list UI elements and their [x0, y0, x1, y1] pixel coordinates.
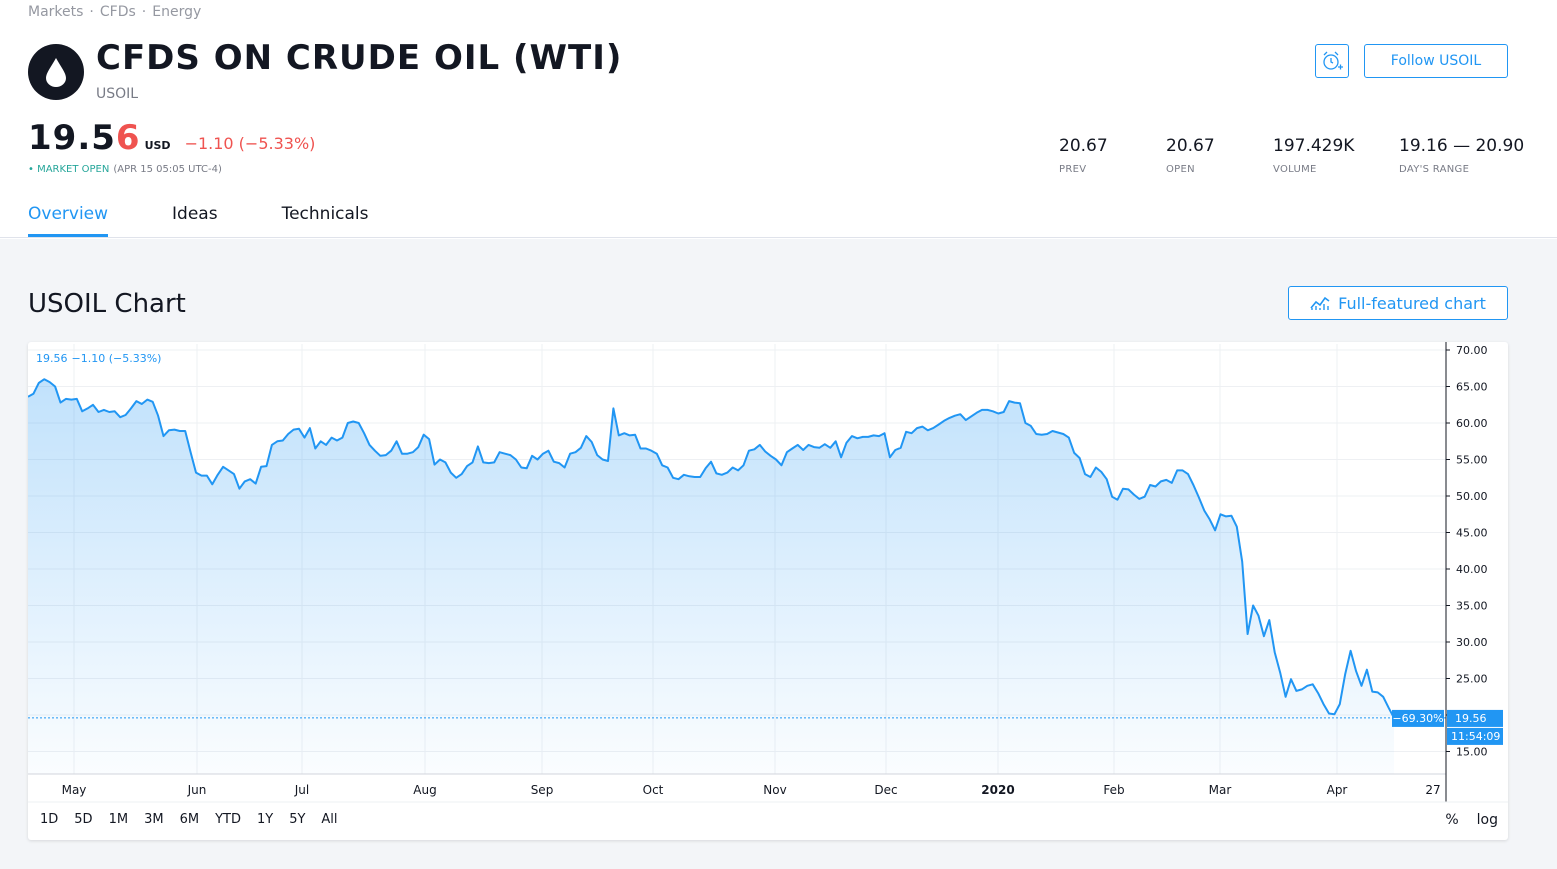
log-scale-button[interactable]: log: [1476, 812, 1498, 828]
range-5d-button[interactable]: 5D: [74, 812, 93, 827]
y-tick-label: 65.00: [1456, 381, 1488, 394]
tab-bar: Overview Ideas Technicals: [28, 204, 433, 237]
time-badge-label: 11:54:09: [1451, 730, 1500, 743]
breadcrumb-markets[interactable]: Markets: [28, 4, 84, 20]
stat-volume: 197.429K VOLUME: [1273, 136, 1354, 175]
full-featured-chart-label: Full-featured chart: [1338, 293, 1486, 313]
percent-badge-label: −69.30%: [1392, 712, 1443, 725]
y-tick-label: 30.00: [1456, 636, 1488, 649]
breadcrumb-cfds[interactable]: CFDs: [99, 4, 136, 20]
breadcrumb-separator: ·: [89, 4, 94, 20]
x-tick-label: Jul: [294, 783, 309, 797]
y-tick-label: 25.00: [1456, 673, 1488, 686]
y-tick-label: 50.00: [1456, 490, 1488, 503]
range-selector: 1D 5D 1M 3M 6M YTD 1Y 5Y All: [38, 812, 340, 827]
series-line: [28, 378, 1395, 719]
market-open-label: • MARKET OPEN: [28, 164, 110, 175]
price-last-digit: 6: [115, 118, 141, 158]
y-tick-label: 70.00: [1456, 344, 1488, 357]
x-tick-label: 27: [1425, 783, 1440, 797]
range-all-button[interactable]: All: [321, 812, 338, 827]
range-6m-button[interactable]: 6M: [179, 812, 200, 827]
follow-button[interactable]: Follow USOIL: [1364, 44, 1508, 78]
stat-days-range: 19.16 — 20.90 DAY'S RANGE: [1399, 136, 1524, 175]
scale-options: % log: [1445, 812, 1498, 828]
x-tick-label: May: [62, 783, 87, 797]
section-title: USOIL Chart: [28, 289, 186, 319]
x-tick-label: Aug: [413, 783, 436, 797]
tab-technicals[interactable]: Technicals: [281, 204, 369, 224]
stat-label: PREV: [1059, 164, 1087, 175]
last-value-badge: [1447, 709, 1503, 727]
x-tick-label: Jun: [187, 783, 207, 797]
range-ytd-button[interactable]: YTD: [215, 812, 241, 827]
legend-price: 19.56: [36, 352, 68, 365]
breadcrumb-energy[interactable]: Energy: [152, 4, 202, 20]
stat-value: 19.16 — 20.90: [1399, 136, 1525, 156]
page-title: CFDS ON CRUDE OIL (WTI): [96, 38, 623, 78]
full-featured-chart-button[interactable]: Full-featured chart: [1288, 286, 1508, 320]
legend-change: −1.10 (−5.33%): [71, 352, 162, 365]
last-value-label: 19.56: [1455, 712, 1487, 725]
stat-open: 20.67 OPEN: [1166, 136, 1215, 175]
stat-label: VOLUME: [1273, 164, 1317, 175]
y-tick-label: 60.00: [1456, 417, 1488, 430]
y-tick-label: 15.00: [1456, 746, 1488, 759]
x-tick-label: Dec: [874, 783, 897, 797]
percent-scale-button[interactable]: %: [1445, 812, 1459, 828]
x-tick-label: Apr: [1327, 783, 1348, 797]
market-time: (APR 15 05:05 UTC-4): [113, 164, 222, 175]
range-3m-button[interactable]: 3M: [144, 812, 164, 827]
x-tick-label: Mar: [1209, 783, 1232, 797]
stat-value: 20.67: [1166, 136, 1215, 156]
tab-ideas[interactable]: Ideas: [172, 204, 218, 224]
chart-canvas[interactable]: 70.00 65.00 60.00 55.00 50.00 45.00 40.00 35.00…: [28, 342, 1508, 840]
symbol-label: USOIL: [96, 86, 139, 102]
range-1d-button[interactable]: 1D: [40, 812, 59, 827]
x-tick-label: Feb: [1103, 783, 1124, 797]
quote-header: Markets · CFDs · Energy CFDS ON CRUDE OI…: [0, 0, 1557, 238]
add-alert-button[interactable]: [1315, 44, 1349, 78]
stat-prev: 20.67 PREV: [1059, 136, 1108, 175]
y-tick-label: 40.00: [1456, 563, 1488, 576]
stat-label: OPEN: [1166, 164, 1195, 175]
y-tick-label: 45.00: [1456, 527, 1488, 540]
series-area: [28, 379, 1394, 774]
range-5y-button[interactable]: 5Y: [289, 812, 306, 827]
tab-overview[interactable]: Overview: [28, 204, 109, 237]
x-tick-label: 2020: [981, 783, 1014, 797]
price-change: −1.10 (−5.33%): [184, 134, 316, 153]
percent-badge: [1392, 709, 1444, 727]
range-1y-button[interactable]: 1Y: [256, 812, 274, 827]
stat-value: 20.67: [1059, 136, 1108, 156]
alarm-clock-plus-icon: [1323, 51, 1343, 70]
stat-value: 197.429K: [1273, 136, 1355, 156]
breadcrumb: Markets · CFDs · Energy: [28, 4, 201, 20]
stat-label: DAY'S RANGE: [1399, 164, 1470, 175]
market-status: • MARKET OPEN (APR 15 05:05 UTC-4): [28, 164, 222, 175]
price-chart[interactable]: 70.00 65.00 60.00 55.00 50.00 45.00 40.00 35.00…: [28, 342, 1508, 840]
price-display: 19.5 6 USD −1.10 (−5.33%): [28, 118, 315, 158]
price-value: 19.5: [28, 118, 116, 158]
x-tick-label: Oct: [643, 783, 664, 797]
chart-section: USOIL Chart Full-featured chart 70.00 65.…: [0, 239, 1557, 869]
chart-legend: 19.56 −1.10 (−5.33%): [36, 352, 161, 365]
breadcrumb-separator: ·: [141, 4, 147, 20]
x-tick-label: Nov: [763, 783, 786, 797]
range-1m-button[interactable]: 1M: [108, 812, 129, 827]
oil-drop-icon: [28, 44, 84, 100]
time-badge: [1447, 727, 1503, 745]
currency-label: USD: [144, 139, 171, 152]
y-tick-label: 55.00: [1456, 454, 1488, 467]
y-tick-label: 35.00: [1456, 600, 1488, 613]
chart-line-icon: [1310, 296, 1330, 310]
x-tick-label: Sep: [531, 783, 554, 797]
